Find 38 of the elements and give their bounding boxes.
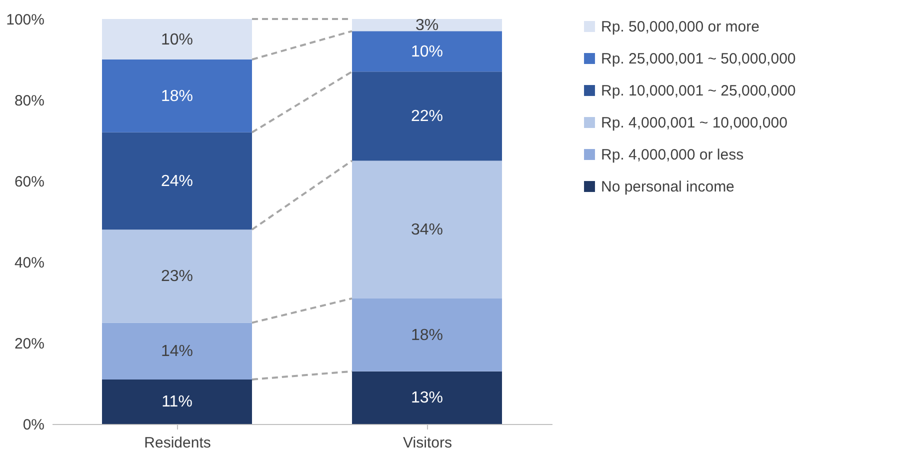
bar (352, 19, 502, 32)
legend-label: Rp. 10,000,001 ~ 25,000,000 (601, 82, 796, 100)
bar (352, 72, 502, 161)
y-tick-label: 80% (14, 92, 44, 110)
data-label: 14% (160, 343, 194, 360)
bar (352, 371, 502, 424)
legend-label: No personal income (601, 178, 734, 196)
bar (102, 19, 252, 60)
bar (352, 31, 502, 72)
x-tick-label: Visitors (403, 434, 452, 452)
bar (102, 230, 252, 323)
bar (102, 322, 252, 380)
data-label: 24% (160, 173, 194, 190)
data-label: 10% (410, 43, 444, 60)
legend-label: Rp. 50,000,000 or more (601, 18, 760, 36)
y-tick-label: 60% (14, 174, 44, 190)
data-label: 18% (410, 326, 444, 344)
bar (102, 132, 252, 230)
data-label: 3% (415, 17, 439, 34)
bar (352, 298, 502, 372)
y-tick-label: 40% (14, 254, 44, 272)
bar (352, 160, 502, 298)
bar (102, 60, 252, 132)
data-label: 34% (410, 222, 444, 239)
legend-label: Rp. 25,000,001 ~ 50,000,000 (601, 50, 796, 68)
data-label: 18% (160, 88, 194, 105)
data-label: 22% (410, 108, 444, 126)
data-label: 11% (162, 394, 192, 411)
data-label: 13% (410, 390, 444, 407)
legend-label: Rp. 4,000,000 or less (601, 146, 744, 164)
data-label: 10% (160, 31, 194, 48)
y-tick-label: 0% (22, 416, 44, 434)
x-tick-label: Residents (144, 434, 211, 452)
y-tick-label: 100% (6, 12, 44, 28)
legend-label: Rp. 4,000,001 ~ 10,000,000 (601, 114, 788, 132)
bar (102, 379, 252, 424)
y-tick-label: 20% (14, 336, 44, 352)
data-label: 23% (160, 268, 194, 286)
